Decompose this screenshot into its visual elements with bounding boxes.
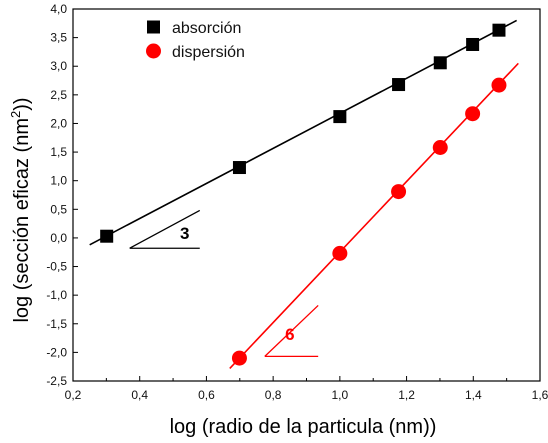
y-tick-label: 2,5	[50, 88, 67, 102]
y-tick-label: -2,0	[46, 345, 67, 359]
legend-marker-absorcion	[147, 20, 160, 34]
x-tick-label: 0,8	[265, 388, 282, 402]
y-tick-label: 1,0	[50, 174, 67, 188]
y-tick-label: 1,5	[50, 145, 67, 159]
slope-label: 6	[285, 325, 294, 344]
y-tick-label: 0,0	[50, 231, 67, 245]
y-tick-label: 3,0	[50, 59, 67, 73]
data-point-dispersion	[332, 245, 348, 261]
x-tick-label: 0,4	[131, 388, 148, 402]
y-tick-label: -1,0	[46, 288, 67, 302]
y-axis-label-base: log (sección eficaz (nm	[11, 118, 33, 323]
legend: absorción dispersión	[146, 20, 245, 61]
data-point-dispersion	[231, 350, 247, 366]
plot-frame	[72, 8, 541, 382]
data-point-absorcion	[232, 161, 246, 175]
x-tick-label: 1,6	[532, 388, 548, 402]
y-tick-label: 0,5	[50, 202, 67, 216]
y-axis-ticks: -2,5 -2,0 -1,5 -1,0 -0,5 0,0 0,5 1,0 1,5 2,0 2,5 3,…	[46, 2, 78, 388]
legend-marker-dispersion	[146, 43, 161, 59]
legend-label: absorción	[172, 20, 241, 37]
data-point-absorcion	[100, 229, 114, 243]
slope-triangle-hypotenuse	[129, 209, 201, 249]
slope-annotations: 36	[129, 209, 319, 358]
plot-border	[72, 8, 541, 382]
y-axis-label-tail: ))	[11, 97, 33, 110]
slope-triangle-hypotenuse	[264, 304, 319, 357]
data-point-dispersion	[491, 77, 507, 93]
y-axis-label-superscript: 2	[8, 111, 23, 118]
x-tick-label: 0,6	[198, 388, 215, 402]
y-tick-label: -1,5	[46, 317, 67, 331]
y-tick-label: 4,0	[50, 2, 67, 16]
x-axis-ticks: 0,2 0,4 0,6 0,8 1,0 1,2 1,4 1,6	[65, 376, 548, 402]
y-tick-label: 2,0	[50, 116, 67, 130]
legend-label: dispersión	[172, 44, 245, 61]
y-tick-label: -0,5	[46, 260, 67, 274]
x-axis-label: log (radio de la particula (nm))	[170, 416, 437, 438]
x-tick-label: 1,2	[398, 388, 415, 402]
data-point-absorcion	[433, 56, 447, 70]
x-tick-label: 1,4	[465, 388, 482, 402]
data-point-absorcion	[392, 78, 406, 92]
data-points	[100, 23, 507, 366]
y-tick-label: 3,5	[50, 31, 67, 45]
data-point-dispersion	[391, 184, 407, 200]
y-tick-label: -2,5	[46, 374, 67, 388]
data-point-dispersion	[465, 106, 481, 122]
x-tick-label: 0,2	[65, 388, 82, 402]
y-axis-label: log (sección eficaz (nm2))	[8, 97, 33, 322]
slope-label: 3	[180, 224, 189, 243]
data-point-absorcion	[333, 110, 347, 124]
data-point-absorcion	[466, 37, 480, 51]
data-point-dispersion	[432, 139, 448, 155]
fit-lines	[89, 19, 519, 369]
x-tick-label: 1,0	[332, 388, 349, 402]
data-point-absorcion	[492, 23, 506, 37]
